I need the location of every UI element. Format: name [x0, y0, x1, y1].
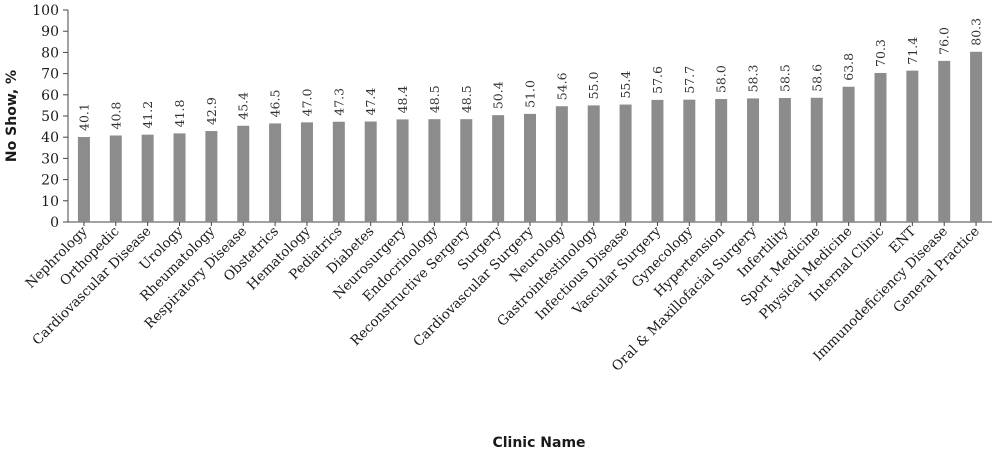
- bar-value-label: 47.0: [299, 88, 314, 116]
- bar: [810, 97, 823, 222]
- bar: [364, 121, 377, 222]
- bar-value-label: 58.5: [777, 64, 792, 92]
- bar: [428, 119, 441, 222]
- bar: [300, 122, 313, 222]
- bar: [332, 121, 345, 222]
- y-tick-label: 80: [41, 45, 59, 61]
- bar-value-label: 54.6: [554, 72, 569, 100]
- bar: [141, 134, 154, 222]
- x-axis-title: Clinic Name: [492, 435, 585, 451]
- y-tick-label: 100: [32, 3, 59, 19]
- bar-value-label: 51.0: [523, 80, 538, 108]
- y-tick-label: 40: [41, 130, 59, 146]
- bar-value-label: 42.9: [204, 97, 219, 125]
- bar: [970, 51, 983, 222]
- bar: [492, 115, 505, 222]
- bar: [237, 125, 250, 222]
- bar-value-label: 76.0: [937, 27, 952, 55]
- bar-value-label: 71.4: [905, 37, 920, 65]
- bar: [715, 99, 728, 222]
- bar-value-label: 47.4: [363, 88, 378, 116]
- y-axis-ticks: 0 10 20 30 40 50 60 70 80 90 100: [32, 3, 68, 231]
- y-tick-label: 70: [41, 67, 59, 83]
- bar-value-label: 57.7: [682, 66, 697, 94]
- y-tick-label: 20: [41, 173, 59, 189]
- bar: [842, 86, 855, 222]
- bar: [396, 119, 409, 222]
- bar-value-label: 40.1: [76, 103, 91, 131]
- bar: [747, 98, 760, 222]
- bar-value-label: 40.8: [108, 102, 123, 130]
- bar: [938, 60, 951, 222]
- y-tick-label: 30: [41, 151, 59, 167]
- bar-value-label: 80.3: [969, 18, 984, 46]
- bars: [77, 51, 983, 223]
- bar: [269, 123, 282, 222]
- bar-value-label: 41.8: [172, 100, 187, 128]
- y-tick-label: 0: [50, 215, 59, 231]
- data-labels: 40.1 40.8 41.2 41.8 42.9 45.4 46.5 47.0 47.3 47.4…: [76, 18, 983, 131]
- bar: [651, 99, 664, 222]
- bar-value-label: 57.6: [650, 66, 665, 94]
- bar-value-label: 58.3: [746, 65, 761, 93]
- bar-value-label: 58.6: [809, 64, 824, 92]
- bar: [683, 99, 696, 222]
- bar-value-label: 50.4: [491, 81, 506, 109]
- bar: [524, 113, 536, 222]
- bar: [555, 106, 568, 222]
- y-tick-label: 60: [41, 88, 59, 104]
- bar: [109, 135, 122, 222]
- bar-value-label: 55.4: [618, 71, 633, 99]
- bar: [906, 70, 919, 223]
- y-tick-label: 10: [41, 194, 59, 210]
- bar-value-label: 47.3: [331, 88, 346, 116]
- bar-value-label: 70.3: [873, 39, 888, 67]
- y-axis-title: No Show, %: [4, 70, 20, 162]
- bar-value-label: 45.4: [236, 92, 251, 120]
- bar: [77, 136, 90, 222]
- bar-value-label: 48.5: [459, 85, 474, 113]
- bar: [778, 97, 791, 222]
- bar: [173, 133, 186, 222]
- bar: [460, 119, 473, 222]
- bar-value-label: 63.8: [841, 53, 856, 81]
- bar: [619, 104, 632, 222]
- bar: [587, 105, 600, 222]
- bar-value-label: 58.0: [714, 65, 729, 93]
- bar: [205, 131, 218, 222]
- bar-value-label: 41.2: [140, 101, 155, 129]
- bar-value-label: 48.4: [395, 86, 410, 114]
- bar-value-label: 46.5: [268, 90, 283, 118]
- bar-value-label: 55.0: [586, 72, 601, 100]
- y-tick-label: 50: [41, 109, 59, 125]
- y-tick-label: 90: [41, 24, 59, 40]
- bar-value-label: 48.5: [427, 85, 442, 113]
- bar: [874, 72, 887, 223]
